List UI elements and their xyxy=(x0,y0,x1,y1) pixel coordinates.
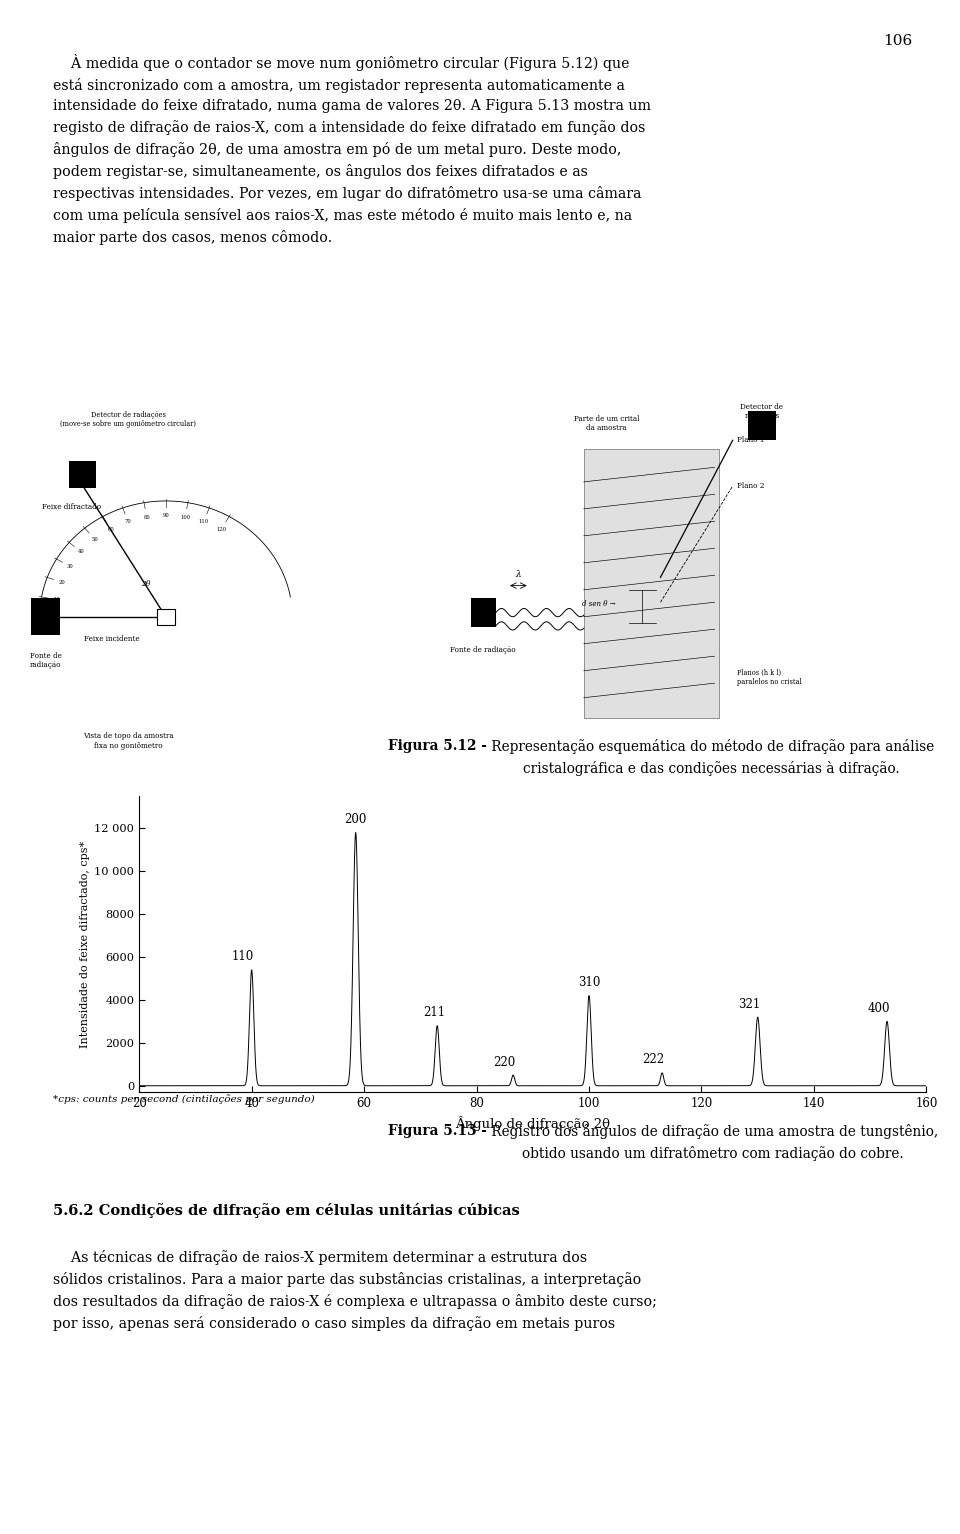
Bar xyxy=(157,609,175,624)
Text: 40: 40 xyxy=(78,549,84,554)
Text: Detector de radiações
(move-se sobre um goniômetro circular): Detector de radiações (move-se sobre um … xyxy=(60,411,196,428)
Text: 222: 222 xyxy=(642,1054,664,1066)
Text: 120: 120 xyxy=(216,526,227,532)
Text: 211: 211 xyxy=(423,1006,445,1019)
Text: λ: λ xyxy=(516,571,521,580)
Text: Figura 5.12 -: Figura 5.12 - xyxy=(389,739,488,753)
X-axis label: Ângulo de difracção 2θ: Ângulo de difracção 2θ xyxy=(455,1115,611,1131)
Text: 110: 110 xyxy=(199,518,209,525)
Text: 80: 80 xyxy=(143,514,150,520)
Bar xyxy=(584,448,719,718)
Text: Figura 5.13 -: Figura 5.13 - xyxy=(389,1124,488,1138)
Text: Feixe difractado: Feixe difractado xyxy=(42,503,101,511)
Text: 90: 90 xyxy=(162,512,169,518)
Text: 220: 220 xyxy=(493,1055,516,1069)
Text: 10: 10 xyxy=(54,597,60,601)
Bar xyxy=(749,411,776,440)
Text: 200: 200 xyxy=(345,813,367,827)
Text: 100: 100 xyxy=(180,514,190,520)
Text: As técnicas de difração de raios-X permitem determinar a estrutura dos
sólidos c: As técnicas de difração de raios-X permi… xyxy=(53,1250,657,1332)
Text: 60: 60 xyxy=(108,526,114,532)
Text: 2θ: 2θ xyxy=(141,580,151,588)
Text: 321: 321 xyxy=(738,997,760,1011)
Text: Detector de
radiações: Detector de radiações xyxy=(740,403,783,420)
Text: *cps: counts per second (cintilações por segundo): *cps: counts per second (cintilações por… xyxy=(53,1094,315,1103)
Text: Representação esquemática do método de difração para análise
cristalográfica e d: Representação esquemática do método de d… xyxy=(488,739,934,776)
Text: 310: 310 xyxy=(578,976,600,989)
Text: Feixe incidente: Feixe incidente xyxy=(84,635,140,643)
Text: 50: 50 xyxy=(91,537,98,542)
Text: Plano 2: Plano 2 xyxy=(737,482,764,489)
Bar xyxy=(471,598,495,627)
Text: 106: 106 xyxy=(883,34,912,48)
Bar xyxy=(69,462,96,488)
Text: À medida que o contador se move num goniômetro circular (Figura 5.12) que
está s: À medida que o contador se move num goni… xyxy=(53,54,651,244)
Text: Fonte de radiação: Fonte de radiação xyxy=(450,646,516,653)
Text: 5.6.2 Condições de difração em células unitárias cúbicas: 5.6.2 Condições de difração em células u… xyxy=(53,1203,519,1218)
Text: Vista de topo da amostra
fixa no goniômetro: Vista de topo da amostra fixa no goniôme… xyxy=(83,732,174,750)
Text: 70: 70 xyxy=(125,518,132,525)
Text: 400: 400 xyxy=(867,1002,890,1016)
Text: Fonte de
radiação: Fonte de radiação xyxy=(30,652,61,669)
Text: Parte de um crital
da amostra: Parte de um crital da amostra xyxy=(573,414,639,433)
Text: Planos (h k l)
paralelos no cristal: Planos (h k l) paralelos no cristal xyxy=(737,669,802,686)
Text: 30: 30 xyxy=(67,565,74,569)
Text: 20: 20 xyxy=(59,580,65,584)
Text: 110: 110 xyxy=(232,951,254,963)
Text: Plano 1: Plano 1 xyxy=(737,436,765,445)
Text: d sen θ →: d sen θ → xyxy=(582,600,615,609)
Bar xyxy=(31,598,60,635)
Text: 0: 0 xyxy=(54,615,57,620)
Y-axis label: Intensidade do feixe difractado, cps*: Intensidade do feixe difractado, cps* xyxy=(81,841,90,1048)
Text: Registro dos ângulos de difração de uma amostra de tungstênio,
obtido usando um : Registro dos ângulos de difração de uma … xyxy=(488,1124,939,1161)
